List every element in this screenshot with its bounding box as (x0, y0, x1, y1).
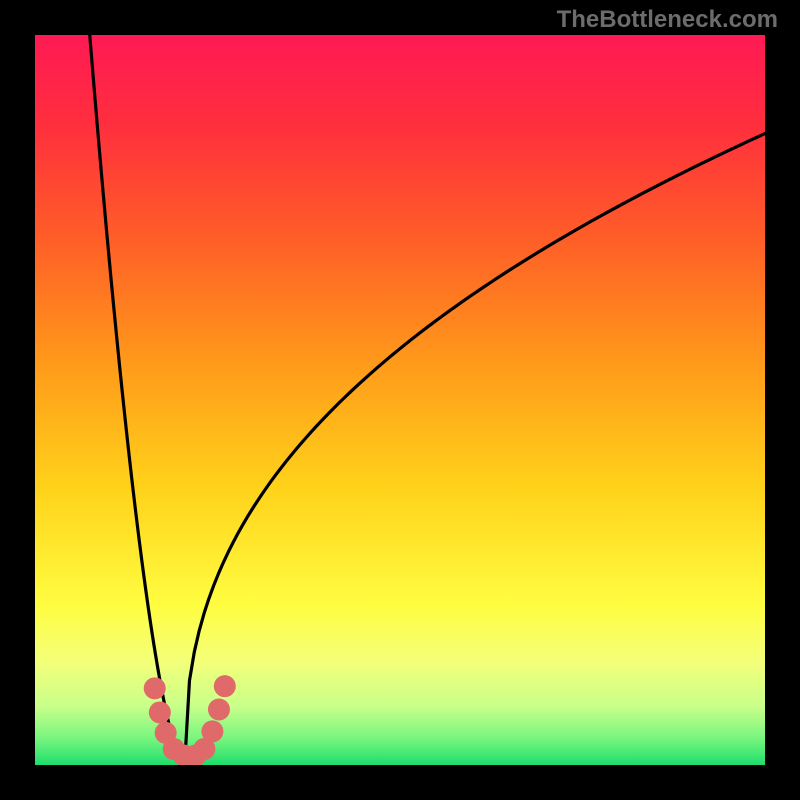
watermark-label: TheBottleneck.com (557, 6, 778, 34)
curve-layer (35, 35, 765, 765)
chart-stage: TheBottleneck.com (0, 0, 800, 800)
data-dot (208, 699, 230, 721)
data-dot (144, 677, 166, 699)
plot-area (35, 35, 765, 765)
data-dot (149, 701, 171, 723)
data-dot (201, 720, 223, 742)
data-dot (214, 675, 236, 697)
bottleneck-curve (90, 35, 765, 765)
